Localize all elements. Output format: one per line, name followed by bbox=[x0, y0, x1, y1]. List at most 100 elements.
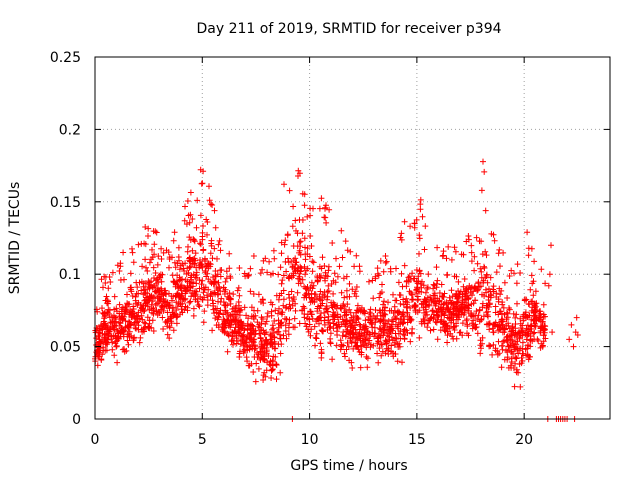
data-point bbox=[528, 272, 535, 279]
data-point bbox=[310, 259, 317, 266]
data-point bbox=[469, 292, 475, 299]
data-point bbox=[196, 303, 203, 310]
data-point bbox=[456, 304, 463, 311]
data-point bbox=[528, 325, 535, 332]
data-point bbox=[309, 315, 316, 322]
data-point bbox=[248, 313, 255, 320]
data-point bbox=[343, 287, 350, 294]
data-point bbox=[374, 265, 381, 272]
data-point bbox=[486, 320, 493, 327]
data-point bbox=[340, 342, 347, 349]
data-point bbox=[514, 261, 521, 268]
data-point bbox=[187, 298, 194, 305]
data-point bbox=[390, 291, 396, 298]
data-point bbox=[317, 288, 324, 295]
data-point bbox=[321, 263, 328, 269]
data-point bbox=[301, 202, 308, 209]
data-point bbox=[100, 344, 107, 351]
data-point bbox=[442, 308, 449, 315]
data-point bbox=[433, 319, 440, 326]
data-point bbox=[491, 321, 498, 328]
data-point bbox=[518, 328, 525, 335]
data-point bbox=[181, 284, 187, 291]
data-point bbox=[349, 365, 356, 371]
data-point bbox=[504, 295, 511, 301]
data-point bbox=[226, 320, 233, 327]
data-point bbox=[368, 319, 375, 326]
data-point bbox=[224, 316, 230, 323]
data-point bbox=[383, 258, 390, 265]
data-point bbox=[513, 369, 520, 376]
data-point bbox=[520, 350, 527, 357]
data-point bbox=[486, 304, 492, 310]
data-point bbox=[497, 308, 504, 315]
data-point bbox=[333, 255, 339, 262]
data-point bbox=[201, 308, 208, 315]
data-point bbox=[449, 311, 456, 318]
data-point bbox=[278, 309, 285, 316]
data-point bbox=[334, 314, 341, 321]
data-point bbox=[154, 261, 161, 268]
data-point bbox=[300, 303, 307, 310]
data-point bbox=[379, 281, 385, 288]
data-point bbox=[343, 317, 350, 324]
data-point bbox=[358, 351, 365, 358]
data-point bbox=[133, 290, 140, 297]
data-point bbox=[357, 364, 364, 371]
data-point bbox=[487, 294, 494, 301]
data-point bbox=[136, 339, 143, 346]
x-tick-label: 20 bbox=[515, 432, 533, 448]
data-point bbox=[235, 338, 241, 344]
data-point bbox=[159, 314, 166, 321]
data-point bbox=[437, 306, 444, 313]
data-point bbox=[436, 297, 443, 304]
data-point bbox=[100, 318, 107, 325]
data-point bbox=[247, 265, 254, 272]
data-point bbox=[236, 265, 243, 271]
data-point bbox=[312, 334, 319, 341]
data-point bbox=[215, 279, 222, 286]
data-point bbox=[291, 315, 298, 322]
data-point bbox=[282, 328, 289, 334]
data-point bbox=[514, 300, 520, 307]
data-point bbox=[276, 305, 282, 312]
data-point bbox=[197, 240, 203, 247]
data-point bbox=[277, 335, 284, 342]
data-point bbox=[270, 353, 277, 360]
data-point bbox=[343, 346, 350, 353]
data-point bbox=[220, 311, 227, 318]
data-point bbox=[127, 322, 134, 329]
data-point bbox=[449, 299, 455, 306]
data-point bbox=[275, 296, 282, 303]
data-point bbox=[424, 285, 431, 292]
data-point bbox=[469, 325, 476, 332]
data-point bbox=[133, 319, 140, 326]
data-point bbox=[446, 314, 453, 321]
data-point bbox=[318, 346, 325, 353]
data-point bbox=[395, 344, 402, 350]
data-point bbox=[157, 296, 163, 303]
data-point bbox=[271, 255, 278, 262]
data-point bbox=[270, 247, 277, 254]
data-point bbox=[93, 335, 100, 342]
data-point bbox=[420, 282, 427, 289]
data-point bbox=[318, 195, 325, 202]
data-point bbox=[130, 303, 137, 310]
data-point bbox=[143, 264, 149, 271]
data-point bbox=[398, 230, 405, 237]
data-point bbox=[311, 323, 318, 330]
data-point bbox=[285, 331, 292, 338]
data-point bbox=[503, 347, 509, 354]
data-point bbox=[308, 243, 315, 249]
data-point bbox=[498, 317, 505, 324]
data-point bbox=[574, 332, 581, 338]
data-point bbox=[221, 288, 228, 295]
data-point bbox=[478, 268, 485, 275]
data-point bbox=[376, 325, 383, 332]
data-point bbox=[326, 206, 333, 213]
data-point bbox=[264, 340, 271, 347]
data-point bbox=[285, 255, 291, 262]
data-point bbox=[432, 300, 439, 307]
data-point bbox=[280, 332, 287, 339]
data-point bbox=[227, 275, 234, 281]
